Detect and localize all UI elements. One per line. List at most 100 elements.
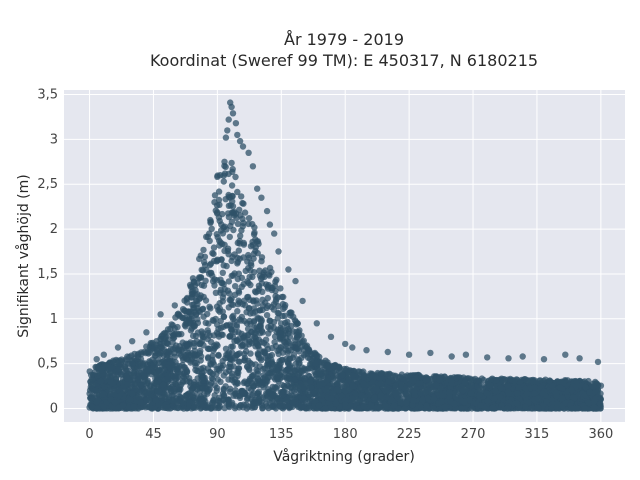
data-point [206, 237, 213, 245]
data-point [296, 327, 303, 334]
data-point [244, 325, 252, 333]
data-point [267, 317, 274, 324]
data-point [211, 282, 218, 289]
data-point [260, 348, 267, 355]
data-point [191, 389, 198, 396]
data-point [93, 364, 100, 371]
data-point [219, 294, 227, 301]
data-point [194, 394, 202, 401]
data-point [360, 374, 368, 381]
data-point [281, 339, 289, 346]
data-point [213, 258, 220, 265]
data-point [255, 388, 262, 395]
data-point [182, 352, 189, 359]
data-point [154, 346, 161, 354]
data-point [297, 339, 304, 346]
data-point [206, 261, 214, 269]
data-point [297, 382, 304, 390]
data-point [217, 289, 224, 296]
data-point [212, 289, 220, 296]
data-point [215, 214, 223, 221]
data-point [403, 399, 410, 407]
data-point [295, 360, 302, 367]
data-point [597, 395, 604, 403]
data-point [259, 288, 266, 295]
data-point [271, 384, 279, 391]
data-point [585, 399, 593, 407]
data-point [277, 334, 284, 341]
data-point [229, 254, 236, 261]
data-point [226, 321, 233, 328]
data-point [274, 294, 281, 301]
data-point [196, 255, 203, 263]
data-point [291, 376, 299, 383]
data-point [301, 396, 309, 403]
data-point [200, 246, 207, 254]
data-point [264, 357, 272, 364]
data-point [229, 165, 236, 173]
data-point [236, 394, 244, 402]
data-point [217, 378, 224, 385]
data-point [392, 382, 399, 389]
data-point [557, 384, 564, 391]
data-point [197, 365, 205, 372]
data-point [211, 192, 219, 199]
data-point [125, 404, 133, 411]
data-point [292, 337, 299, 344]
data-point [264, 283, 271, 290]
data-point [236, 240, 243, 247]
data-point [244, 363, 251, 371]
data-point [235, 358, 242, 365]
data-point [234, 308, 241, 315]
data-point [417, 389, 424, 397]
data-point [258, 317, 265, 324]
data-point [277, 320, 285, 327]
data-point [258, 254, 266, 261]
data-point [199, 403, 206, 410]
data-point [215, 333, 223, 340]
data-point [239, 199, 246, 207]
data-point [238, 193, 245, 200]
data-point [423, 402, 430, 409]
data-point [287, 368, 294, 375]
data-point [188, 294, 196, 301]
data-point [183, 317, 191, 324]
data-point [183, 392, 190, 399]
data-point [228, 376, 236, 384]
data-point [312, 375, 320, 382]
data-point [203, 266, 210, 274]
data-point [216, 404, 223, 411]
data-point [206, 303, 213, 310]
data-point [245, 215, 253, 222]
data-point [145, 366, 152, 374]
data-point [178, 330, 185, 338]
data-point [197, 357, 204, 364]
data-point [231, 212, 238, 219]
data-point [342, 388, 349, 395]
data-point [303, 343, 310, 351]
data-point [230, 392, 237, 399]
data-point [281, 312, 288, 319]
data-point [425, 381, 432, 389]
data-point [275, 310, 282, 317]
data-point [252, 399, 260, 406]
data-point [302, 367, 309, 374]
data-point [144, 377, 151, 384]
data-point [223, 262, 230, 270]
data-point [231, 270, 238, 277]
data-point [280, 382, 288, 390]
data-point [447, 377, 455, 385]
data-point [220, 372, 227, 379]
data-point [330, 363, 337, 370]
data-point [192, 354, 199, 361]
data-point [169, 397, 176, 404]
data-point [160, 339, 167, 347]
data-point [257, 355, 264, 362]
data-point [266, 399, 273, 406]
data-point [244, 278, 251, 285]
data-point [232, 283, 239, 290]
data-point [213, 370, 220, 378]
data-point [287, 346, 295, 354]
data-point [225, 213, 233, 221]
data-point [192, 362, 199, 369]
